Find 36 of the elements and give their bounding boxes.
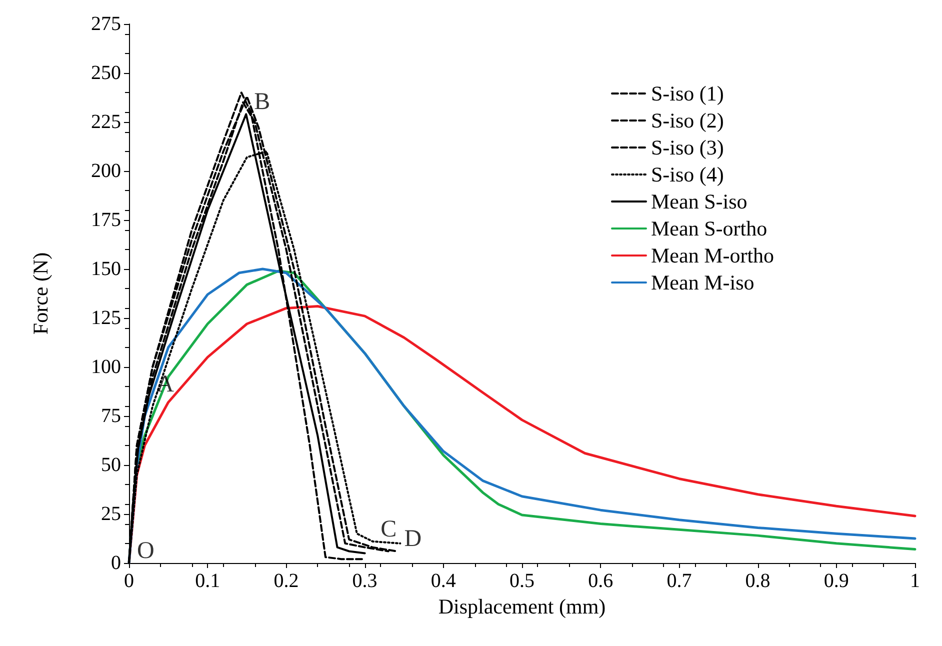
x-tick-label: 0.9 xyxy=(824,570,849,592)
annotation: O xyxy=(137,538,154,564)
x-tick-label: 0.4 xyxy=(430,570,456,592)
y-tick-label: 200 xyxy=(91,160,121,182)
x-tick-label: 0.1 xyxy=(195,570,220,592)
y-tick-label: 125 xyxy=(91,307,121,329)
y-tick-label: 275 xyxy=(91,13,121,35)
annotation: B xyxy=(254,89,270,116)
x-tick-label: 1 xyxy=(910,570,920,592)
y-tick-label: 50 xyxy=(101,454,121,476)
x-tick-label: 0.2 xyxy=(274,570,299,592)
x-tick-label: 0.3 xyxy=(352,570,378,592)
x-tick-label: 0.7 xyxy=(666,570,692,592)
legend-label: Mean S-iso xyxy=(651,190,748,214)
y-tick-label: 0 xyxy=(111,552,121,574)
legend-label: Mean M-iso xyxy=(651,270,754,294)
x-tick-label: 0.6 xyxy=(588,570,614,592)
annotation: C xyxy=(380,516,397,542)
legend-label: Mean S-ortho xyxy=(651,216,768,240)
y-tick-label: 250 xyxy=(91,62,121,84)
y-tick-label: 100 xyxy=(91,356,121,378)
y-tick-label: 225 xyxy=(91,111,121,133)
y-tick-label: 75 xyxy=(101,405,121,427)
y-tick-label: 25 xyxy=(101,503,121,525)
legend-label: S-iso (2) xyxy=(651,108,724,132)
y-tick-label: 175 xyxy=(91,209,121,231)
x-tick-label: 0.8 xyxy=(745,570,770,592)
legend-label: Mean M-ortho xyxy=(651,244,774,268)
annotation: D xyxy=(404,526,422,552)
x-axis-title: Displacement (mm) xyxy=(438,594,606,618)
y-tick-label: 150 xyxy=(91,258,121,280)
legend-label: S-iso (4) xyxy=(651,162,724,186)
legend-label: S-iso (1) xyxy=(651,82,724,106)
y-axis-title: Force (N) xyxy=(28,252,52,335)
x-tick-label: 0.5 xyxy=(510,570,534,592)
legend-label: S-iso (3) xyxy=(651,136,724,160)
